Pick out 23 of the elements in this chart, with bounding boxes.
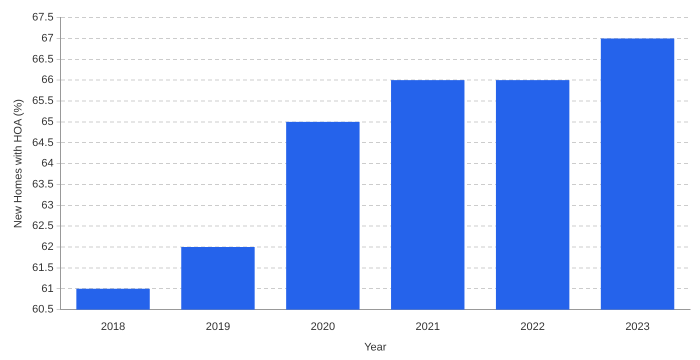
y-tick-label: 63.5 — [32, 178, 54, 190]
y-tick-label: 64.5 — [32, 136, 54, 149]
y-tick-label: 64 — [41, 158, 54, 170]
y-tick-label: 61 — [41, 282, 54, 295]
y-tick-label: 65 — [41, 116, 54, 128]
y-axis-title: New Homes with HOA (%) — [12, 99, 25, 228]
x-tick-label: 2019 — [206, 321, 230, 334]
x-tick-label: 2023 — [625, 321, 650, 334]
y-tick-label: 67.5 — [32, 12, 54, 24]
y-tick-label: 67 — [41, 32, 54, 44]
x-tick-label: 2021 — [416, 321, 440, 334]
y-tick-label: 62 — [41, 241, 54, 254]
y-tick-label: 66 — [41, 74, 54, 86]
y-tick-label: 65.5 — [32, 95, 54, 108]
x-tick-label: 2020 — [310, 321, 336, 334]
y-tick-label: 60.5 — [32, 304, 54, 316]
x-axis-title: Year — [364, 341, 387, 354]
y-tick-label: 63 — [41, 199, 54, 212]
x-tick-label: 2022 — [520, 321, 545, 334]
x-tick-label: 2018 — [100, 321, 126, 334]
y-tick-label: 66.5 — [32, 53, 54, 66]
y-tick-label: 62.5 — [32, 220, 54, 232]
y-tick-label: 61.5 — [32, 262, 54, 274]
